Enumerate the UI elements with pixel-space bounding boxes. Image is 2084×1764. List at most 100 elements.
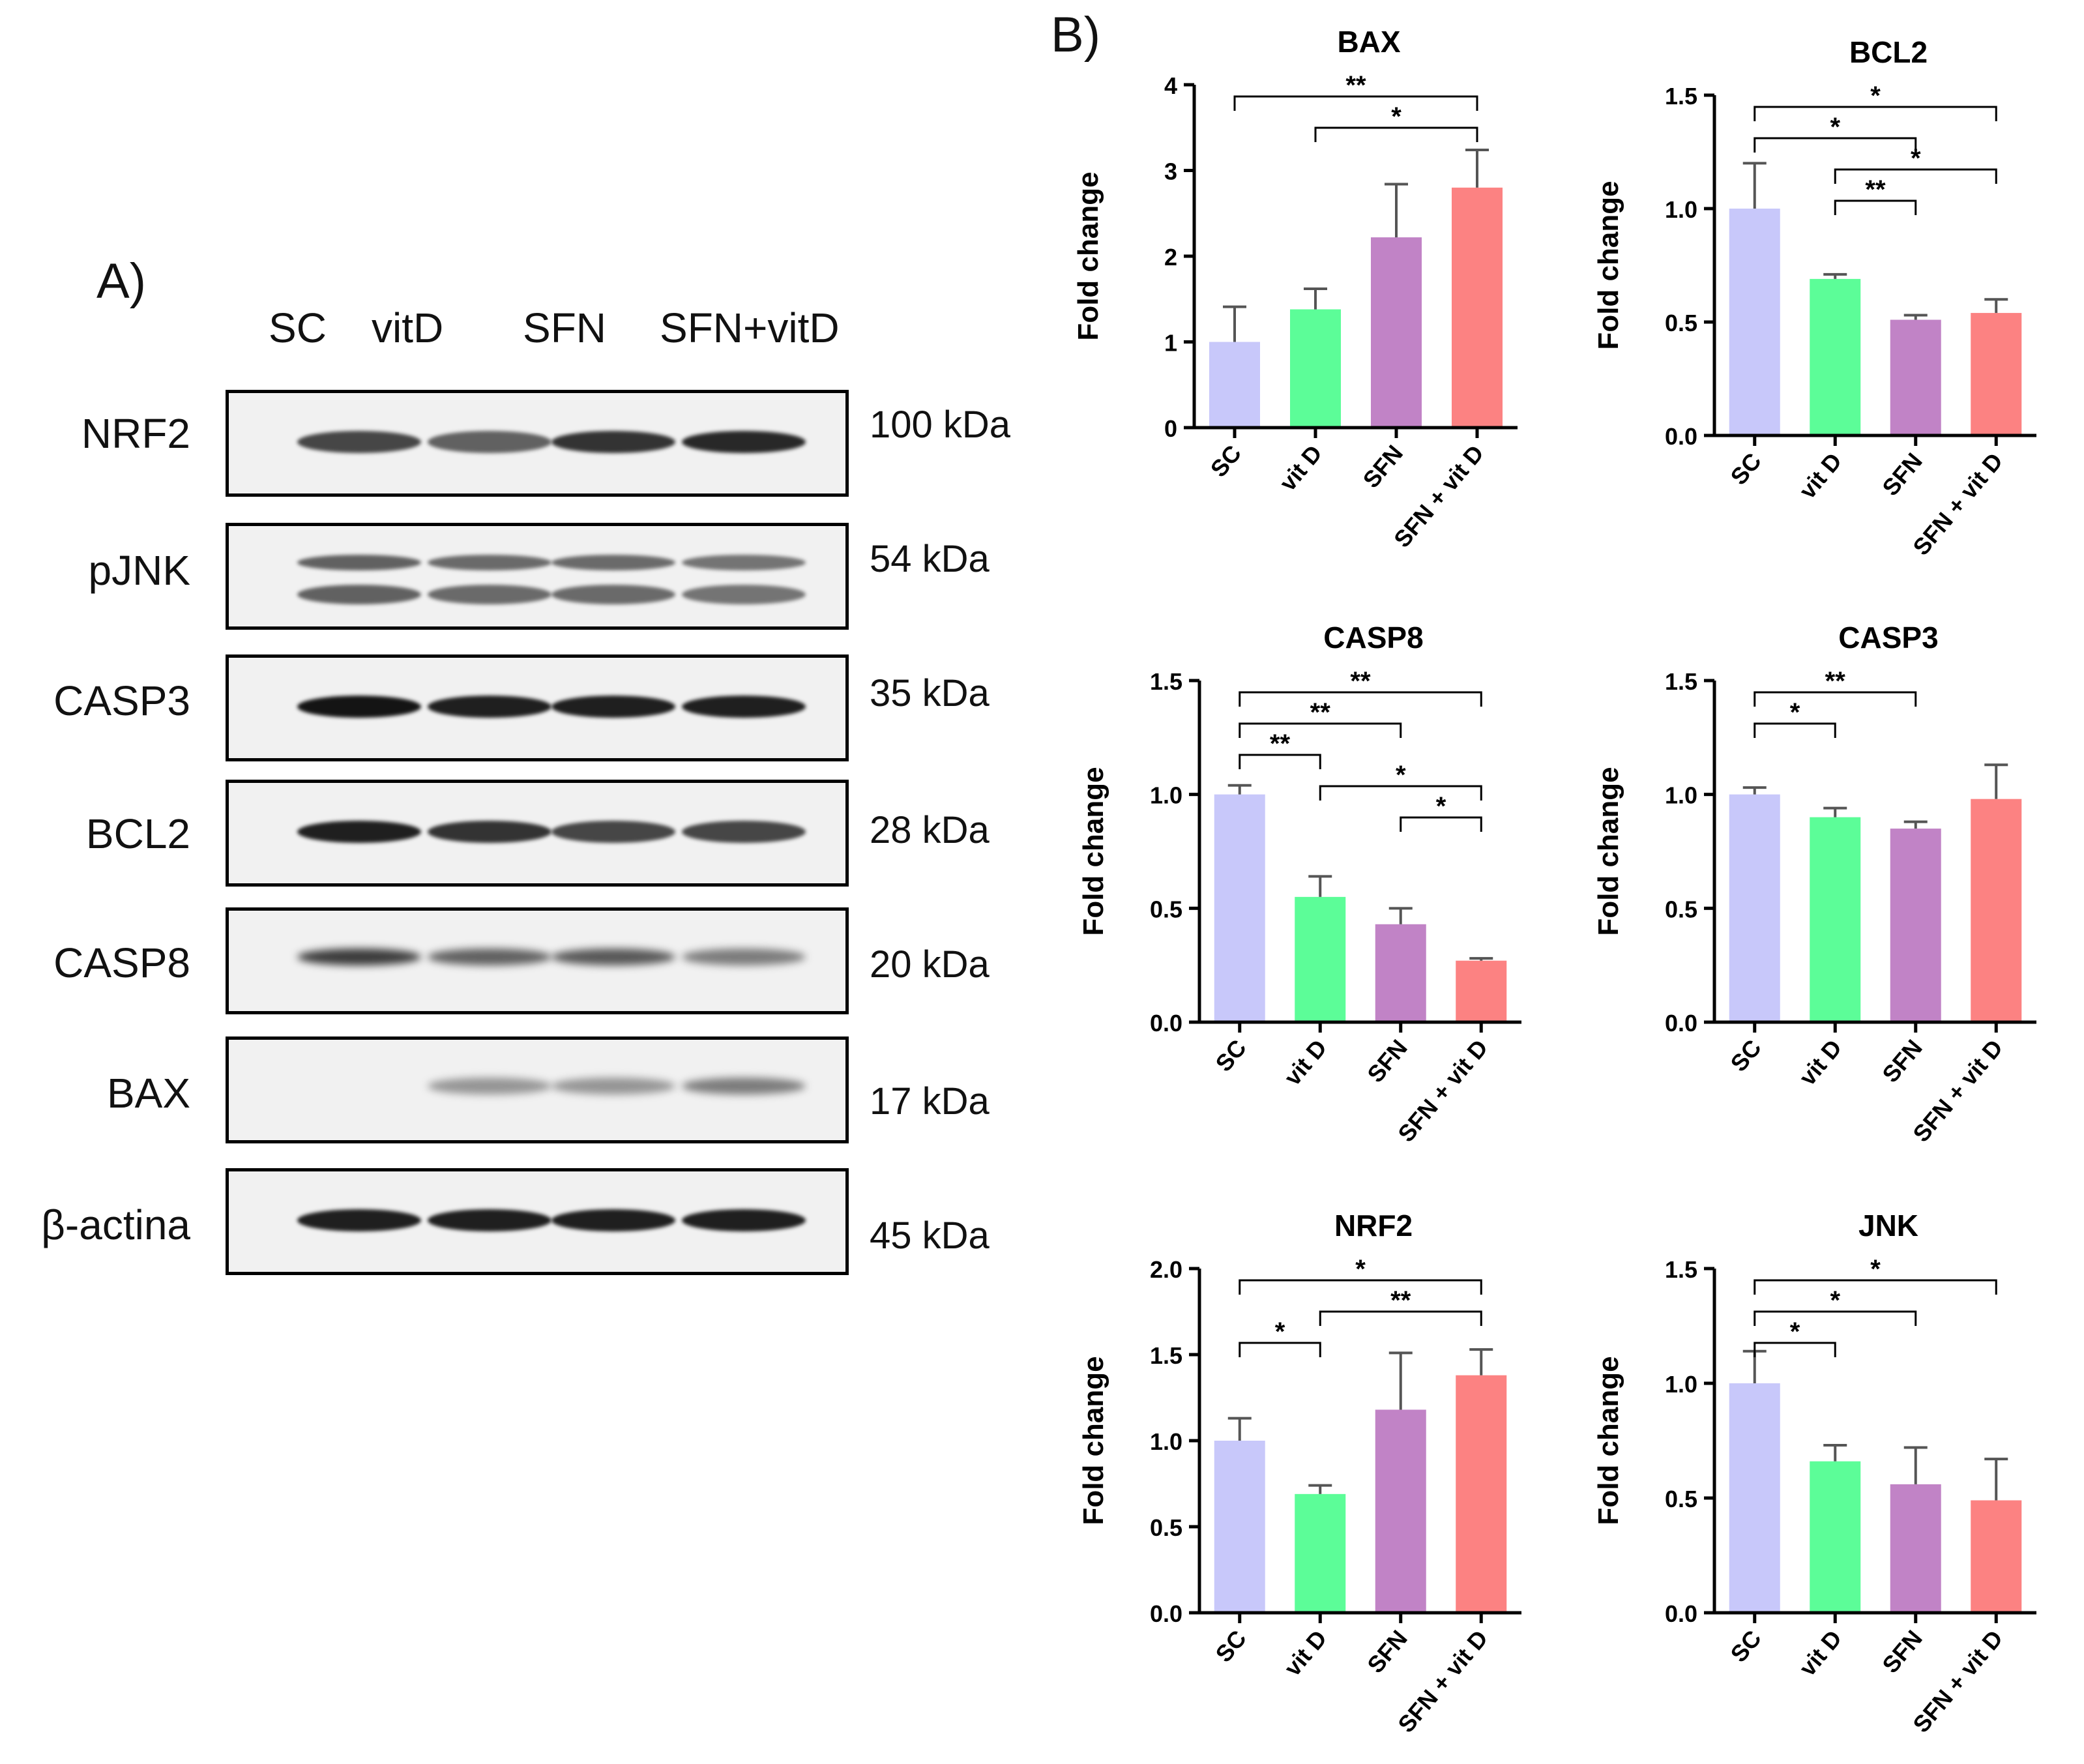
y-tick-label: 0.5: [1665, 1486, 1697, 1512]
significance-label: *: [1391, 102, 1402, 131]
y-tick-label: 1.0: [1150, 782, 1182, 809]
blot-band: [297, 1209, 421, 1231]
y-tick-label: 1: [1164, 330, 1177, 357]
blot-band: [682, 431, 806, 453]
blot-band: [682, 821, 806, 843]
chart-title: JNK: [1858, 1209, 1918, 1242]
y-tick-label: 2: [1164, 244, 1177, 271]
blot-band: [682, 948, 806, 965]
blot-label-casp8: CASP8: [53, 939, 190, 986]
y-tick-label: 1.0: [1150, 1428, 1182, 1455]
blot-band: [428, 948, 551, 965]
blot-band: [551, 696, 675, 718]
kda-bcl2: 28 kDa: [870, 809, 990, 851]
x-tick-label: SC: [1725, 448, 1767, 490]
chart-title: NRF2: [1334, 1209, 1413, 1242]
significance-label: **: [1310, 698, 1331, 727]
significance-bracket: *: [1754, 1255, 1997, 1295]
significance-label: *: [1911, 144, 1921, 173]
y-tick-label: 1.5: [1665, 668, 1697, 695]
significance-bracket: *: [1754, 81, 1997, 121]
blot-label-pjnk: pJNK: [88, 547, 191, 594]
significance-label: **: [1270, 729, 1291, 758]
blot-pjnk: [226, 523, 849, 630]
error-bar: [1227, 1417, 1252, 1441]
blot-band: [682, 1078, 806, 1095]
y-tick-label: 2.0: [1150, 1256, 1182, 1283]
blot-beta-actin: [226, 1168, 849, 1275]
error-bar: [1469, 1348, 1493, 1375]
y-tick-label: 1.5: [1150, 668, 1182, 695]
bar: [1810, 817, 1861, 1022]
x-tick-label: SFN: [1877, 1625, 1928, 1679]
error-bar: [1304, 287, 1327, 310]
x-tick-label: vit D: [1794, 1625, 1847, 1681]
bar: [1890, 829, 1941, 1022]
significance-bracket: **: [1834, 175, 1917, 215]
blot-band: [297, 555, 421, 570]
x-tick-label: SFN: [1877, 448, 1928, 501]
blot-band: [428, 1209, 551, 1231]
significance-bracket: *: [1754, 113, 1917, 153]
bar: [1971, 1500, 2022, 1613]
significance-bracket: **: [1233, 71, 1478, 111]
blot-nrf2: [226, 390, 849, 497]
blot-casp3: [226, 654, 849, 761]
y-axis-label: Fold change: [1592, 1356, 1624, 1525]
y-tick-label: 0: [1164, 415, 1177, 442]
bar: [1890, 319, 1941, 435]
bar: [1729, 209, 1780, 435]
error-bar: [1742, 162, 1767, 209]
blot-band: [428, 696, 551, 718]
blot-band: [551, 1078, 675, 1095]
y-tick-label: 1.5: [1150, 1342, 1182, 1369]
significance-label: *: [1396, 761, 1406, 789]
panel-b-label: B): [1051, 7, 1100, 63]
significance-bracket: *: [1834, 144, 1997, 184]
significance-label: *: [1870, 81, 1881, 110]
blot-label-casp3: CASP3: [53, 677, 190, 724]
y-tick-label: 0.5: [1665, 310, 1697, 336]
y-tick-label: 0.0: [1665, 1600, 1697, 1627]
significance-bracket: **: [1754, 667, 1917, 707]
x-tick-label: vit D: [1279, 1035, 1332, 1091]
significance-bracket: **: [1239, 698, 1402, 738]
x-tick-label: SC: [1205, 440, 1247, 482]
x-tick-label: vit D: [1794, 448, 1847, 504]
error-bar: [1984, 763, 2008, 799]
blot-band: [297, 431, 421, 453]
blot-band: [297, 948, 421, 965]
blot-label-bax: BAX: [106, 1070, 190, 1117]
bar: [1452, 187, 1503, 428]
significance-bracket: *: [1319, 761, 1482, 801]
error-bar: [1742, 786, 1767, 795]
y-tick-label: 0.5: [1150, 1514, 1182, 1541]
significance-bracket: *: [1400, 792, 1482, 832]
y-axis-label: Fold change: [1592, 767, 1624, 935]
error-bar: [1465, 148, 1489, 188]
y-tick-label: 0.5: [1665, 896, 1697, 922]
x-tick-label: SC: [1210, 1035, 1252, 1077]
x-tick-label: SFN: [1877, 1035, 1928, 1088]
significance-bracket: **: [1319, 1286, 1482, 1326]
x-tick-label: SC: [1725, 1035, 1767, 1077]
y-tick-label: 0.0: [1150, 1600, 1182, 1627]
bar: [1810, 1461, 1861, 1613]
lane-label-sfn-vitd: SFN+vitD: [660, 304, 840, 351]
blot-bax: [226, 1036, 849, 1143]
bar: [1810, 278, 1861, 435]
x-tick-label: SC: [1210, 1625, 1252, 1668]
blot-band: [682, 1209, 806, 1231]
y-tick-label: 1.0: [1665, 1371, 1697, 1398]
bar: [1295, 896, 1346, 1022]
y-tick-label: 1.0: [1665, 196, 1697, 223]
blot-band: [551, 555, 675, 570]
blot-band: [551, 1209, 675, 1231]
blot-label-nrf2: NRF2: [81, 410, 190, 457]
kda-bax: 17 kDa: [870, 1080, 990, 1123]
error-bar: [1823, 272, 1847, 279]
significance-bracket: *: [1314, 102, 1478, 142]
chart-title: BCL2: [1849, 35, 1928, 69]
